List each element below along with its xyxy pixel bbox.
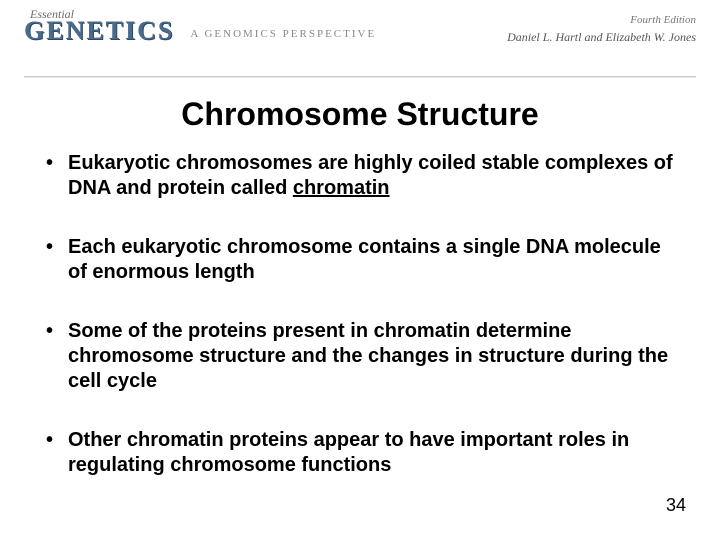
slide-header: Essential GENETICS A GENOMICS PERSPECTIV… <box>0 0 720 72</box>
page-number: 34 <box>666 495 686 516</box>
bullet-text: Some of the proteins present in chromati… <box>68 320 668 392</box>
list-item: Some of the proteins present in chromati… <box>44 319 676 394</box>
page-title: Chromosome Structure <box>0 96 720 133</box>
header-meta: Fourth Edition Daniel L. Hartl and Eliza… <box>507 14 696 45</box>
edition-label: Fourth Edition <box>507 14 696 26</box>
header-divider <box>24 76 696 78</box>
bullet-list: Eukaryotic chromosomes are highly coiled… <box>44 151 676 478</box>
list-item: Eukaryotic chromosomes are highly coiled… <box>44 151 676 201</box>
list-item: Each eukaryotic chromosome contains a si… <box>44 235 676 285</box>
bullet-text: Each eukaryotic chromosome contains a si… <box>68 236 661 283</box>
brand-name: GENETICS <box>24 18 174 44</box>
underlined-term: chromatin <box>293 177 390 199</box>
brand-logo: Essential GENETICS <box>24 8 174 44</box>
slide-content: Eukaryotic chromosomes are highly coiled… <box>0 133 720 478</box>
list-item: Other chromatin proteins appear to have … <box>44 428 676 478</box>
brand-subtitle: A GENOMICS PERSPECTIVE <box>190 28 376 44</box>
authors-label: Daniel L. Hartl and Elizabeth W. Jones <box>507 30 696 45</box>
bullet-text: Other chromatin proteins appear to have … <box>68 429 629 476</box>
